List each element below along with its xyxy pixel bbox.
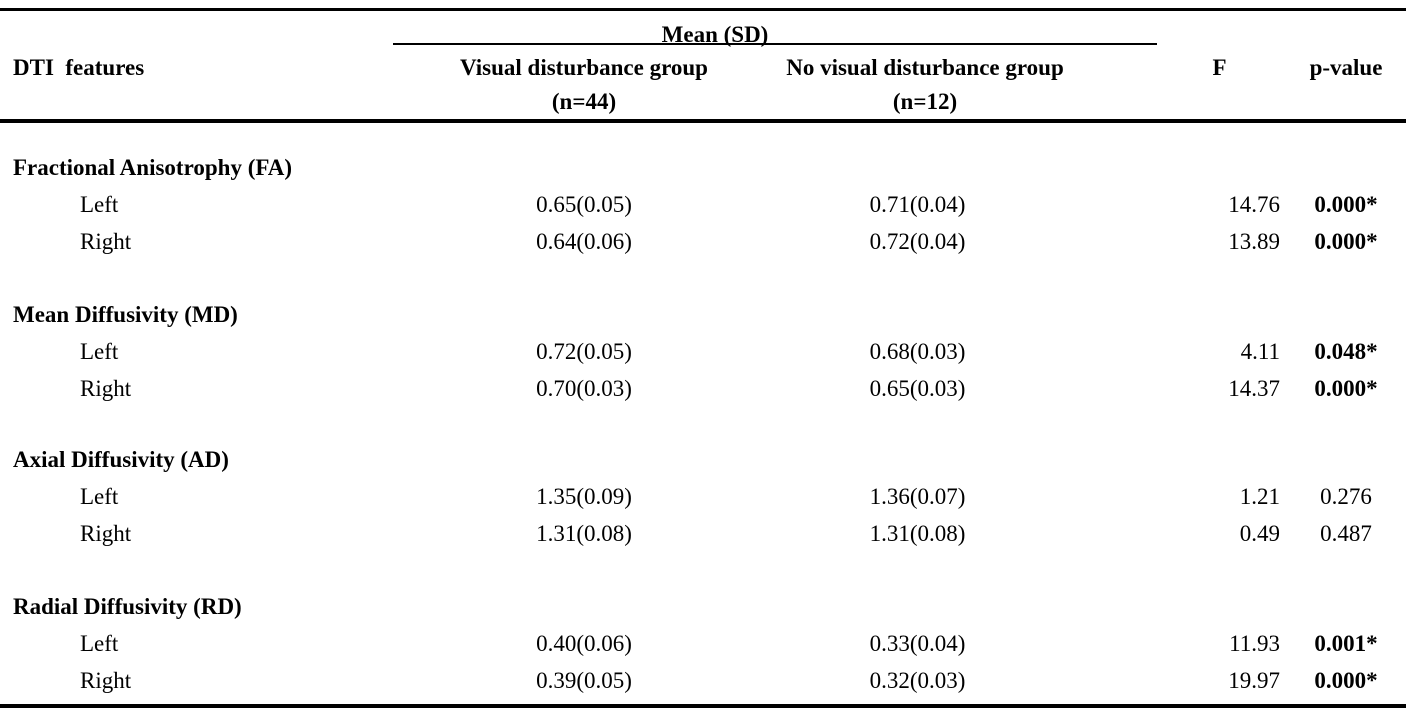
section-title-ad: Axial Diffusivity (AD)	[13, 447, 229, 472]
cell-visual-group-mean: 0.64(0.06)	[536, 229, 632, 254]
spacer	[0, 260, 1410, 296]
cell-p-value: 0.048*	[1314, 339, 1378, 364]
cell-visual-group-mean: 0.40(0.06)	[536, 631, 632, 656]
cell-p-value: 0.487	[1320, 521, 1372, 546]
table-row-fa-right: Right 0.64(0.06) 0.72(0.04) 13.89 0.000*	[0, 223, 1410, 260]
cell-visual-group-mean: 0.39(0.05)	[536, 668, 632, 693]
cell-f-value: 14.76	[1228, 192, 1280, 217]
row-label: Left	[80, 192, 119, 217]
cell-p-value: 0.000*	[1314, 192, 1378, 217]
mean-sd-underline-rule	[393, 43, 1157, 45]
section-title-fa: Fractional Anisotrophy (FA)	[13, 155, 292, 180]
cell-visual-group-mean: 1.35(0.09)	[536, 484, 632, 509]
section-title-rd: Radial Diffusivity (RD)	[13, 594, 242, 619]
column-header-no-visual-disturbance-group: No visual disturbance group	[786, 55, 1064, 80]
table-top-rule	[0, 8, 1406, 11]
spacer	[0, 552, 1410, 588]
row-label: Left	[80, 631, 119, 656]
table-row-rd-left: Left 0.40(0.06) 0.33(0.04) 11.93 0.001*	[0, 625, 1410, 662]
table-bottom-rule	[0, 704, 1406, 708]
cell-f-value: 14.37	[1228, 376, 1280, 401]
cell-f-value: 1.21	[1239, 484, 1280, 509]
section-title-md: Mean Diffusivity (MD)	[13, 302, 238, 327]
column-header-visual-disturbance-n: (n=44)	[551, 89, 617, 114]
cell-p-value: 0.276	[1320, 484, 1372, 509]
row-label: Right	[80, 521, 132, 546]
table-row-rd-right: Right 0.39(0.05) 0.32(0.03) 19.97 0.000*	[0, 662, 1410, 699]
row-label: Left	[80, 484, 119, 509]
cell-no-visual-group-mean: 0.32(0.03)	[869, 668, 966, 693]
table-row-ad-right: Right 1.31(0.08) 1.31(0.08) 0.49 0.487	[0, 515, 1410, 552]
row-label: Right	[80, 229, 132, 254]
cell-no-visual-group-mean: 1.36(0.07)	[869, 484, 966, 509]
table-header: Mean (SD) DTI features Visual disturbanc…	[0, 11, 1410, 119]
column-header-no-visual-disturbance-n: (n=12)	[892, 89, 958, 114]
cell-p-value: 0.000*	[1314, 376, 1378, 401]
cell-visual-group-mean: 1.31(0.08)	[536, 521, 632, 546]
cell-no-visual-group-mean: 1.31(0.08)	[869, 521, 966, 546]
cell-f-value: 4.11	[1240, 339, 1280, 364]
table-row-md-left: Left 0.72(0.05) 0.68(0.03) 4.11 0.048*	[0, 333, 1410, 370]
cell-p-value: 0.001*	[1314, 631, 1378, 656]
cell-no-visual-group-mean: 0.71(0.04)	[869, 192, 966, 217]
spacer	[0, 123, 1410, 149]
cell-p-value: 0.000*	[1314, 668, 1378, 693]
spacer	[0, 407, 1410, 441]
row-label: Right	[80, 376, 132, 401]
table-body: Fractional Anisotrophy (FA) Left 0.65(0.…	[0, 123, 1410, 699]
column-header-f: F	[1212, 55, 1227, 80]
cell-f-value: 19.97	[1228, 668, 1280, 693]
column-header-visual-disturbance-group: Visual disturbance group	[460, 55, 708, 80]
cell-visual-group-mean: 0.72(0.05)	[536, 339, 632, 364]
cell-f-value: 13.89	[1228, 229, 1280, 254]
mean-sd-span-header: Mean (SD)	[661, 22, 769, 47]
column-header-dti-features: DTI features	[13, 55, 145, 80]
cell-visual-group-mean: 0.65(0.05)	[536, 192, 632, 217]
cell-p-value: 0.000*	[1314, 229, 1378, 254]
cell-no-visual-group-mean: 0.33(0.04)	[869, 631, 966, 656]
cell-no-visual-group-mean: 0.72(0.04)	[869, 229, 966, 254]
cell-f-value: 0.49	[1239, 521, 1280, 546]
table-header-rule	[0, 119, 1406, 123]
cell-no-visual-group-mean: 0.65(0.03)	[869, 376, 966, 401]
cell-visual-group-mean: 0.70(0.03)	[536, 376, 632, 401]
table-row-ad-left: Left 1.35(0.09) 1.36(0.07) 1.21 0.276	[0, 478, 1410, 515]
cell-no-visual-group-mean: 0.68(0.03)	[869, 339, 966, 364]
cell-f-value: 11.93	[1229, 631, 1280, 656]
table-row-fa-left: Left 0.65(0.05) 0.71(0.04) 14.76 0.000*	[0, 186, 1410, 223]
column-header-p-value: p-value	[1309, 55, 1383, 80]
table-row-md-right: Right 0.70(0.03) 0.65(0.03) 14.37 0.000*	[0, 370, 1410, 407]
row-label: Right	[80, 668, 132, 693]
row-label: Left	[80, 339, 119, 364]
